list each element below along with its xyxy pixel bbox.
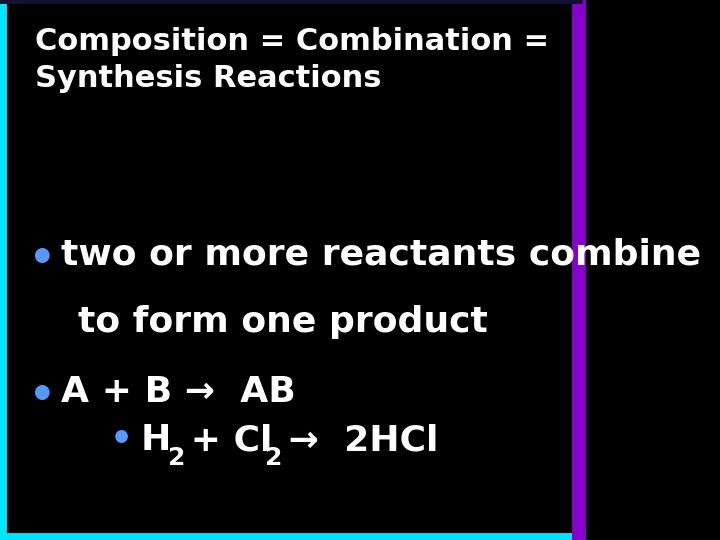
Text: Composition = Combination =
Synthesis Reactions: Composition = Combination = Synthesis Re… [35,27,549,93]
Text: 2: 2 [168,446,185,470]
Text: 2: 2 [265,446,283,470]
Text: •: • [110,423,133,457]
Text: •: • [29,375,55,417]
Text: H: H [140,423,171,457]
Text: two or more reactants combine: two or more reactants combine [60,238,701,272]
Text: + Cl: + Cl [179,423,273,457]
Text: →  2HCl: → 2HCl [276,423,438,457]
Text: A + B →  AB: A + B → AB [60,375,296,409]
Text: •: • [29,238,55,280]
Text: to form one product: to form one product [78,305,488,339]
